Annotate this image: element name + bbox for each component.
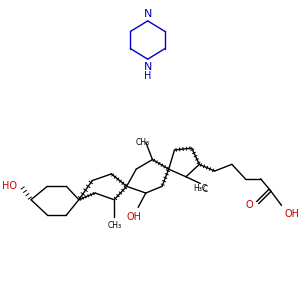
Text: H: H — [144, 70, 152, 81]
Text: C: C — [202, 185, 208, 194]
Text: OH: OH — [127, 212, 142, 222]
Text: HO: HO — [2, 181, 17, 191]
Text: N: N — [143, 62, 152, 72]
Text: O: O — [245, 200, 253, 211]
Text: CH₃: CH₃ — [136, 138, 150, 147]
Text: H₃C: H₃C — [194, 184, 208, 194]
Text: N: N — [143, 9, 152, 19]
Text: CH₃: CH₃ — [107, 221, 121, 230]
Text: OH: OH — [284, 209, 299, 219]
